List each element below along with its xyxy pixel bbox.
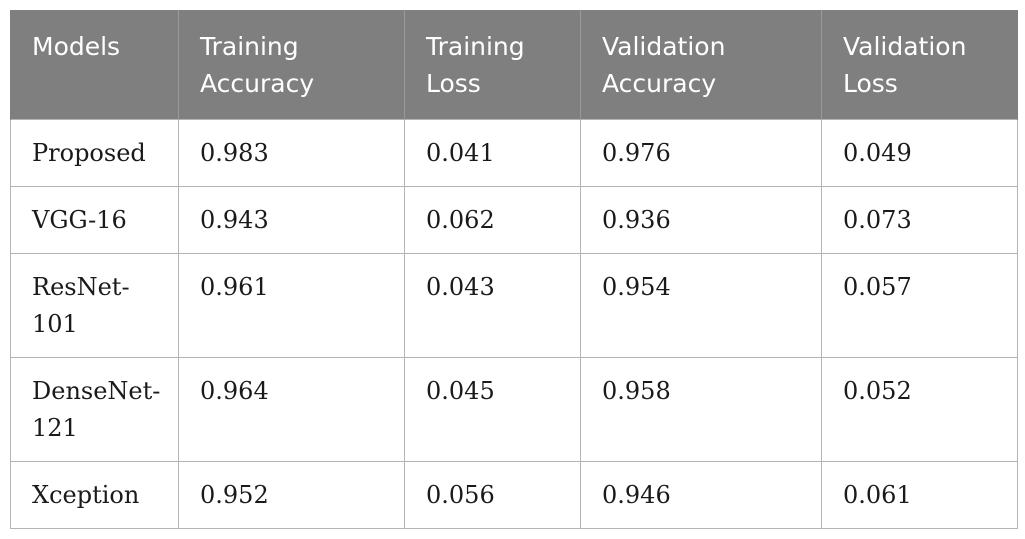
model-name-line1: DenseNet- (32, 377, 161, 405)
model-name-line1: ResNet- (32, 273, 130, 301)
cell-model: Xception (10, 461, 179, 529)
model-name: Xception (32, 481, 140, 509)
cell-validation-accuracy: 0.946 (580, 461, 822, 529)
table-header: Models Training Accuracy Training Loss V… (10, 10, 1018, 120)
cell-training-loss: 0.056 (404, 461, 581, 529)
table-row: ResNet- 101 0.961 0.043 0.954 0.057 (10, 253, 1018, 358)
cell-validation-loss: 0.073 (821, 186, 1018, 254)
header-training-accuracy: Training Accuracy (178, 10, 405, 120)
cell-model: VGG-16 (10, 186, 179, 254)
cell-validation-loss: 0.049 (821, 119, 1018, 187)
header-validation-accuracy: Validation Accuracy (580, 10, 822, 120)
header-training-loss-line1: Training (426, 32, 525, 61)
model-name-line2: 101 (32, 310, 78, 338)
cell-validation-accuracy: 0.958 (580, 357, 822, 462)
table-row: VGG-16 0.943 0.062 0.936 0.073 (10, 186, 1018, 254)
cell-validation-accuracy: 0.936 (580, 186, 822, 254)
cell-training-accuracy: 0.952 (178, 461, 405, 529)
cell-model: DenseNet- 121 (10, 357, 179, 462)
cell-validation-loss: 0.057 (821, 253, 1018, 358)
cell-model: ResNet- 101 (10, 253, 179, 358)
header-training-accuracy-line1: Training (200, 32, 299, 61)
results-table-container: Models Training Accuracy Training Loss V… (10, 10, 1018, 529)
table-body: Proposed 0.983 0.041 0.976 0.049 VGG-16 … (10, 119, 1018, 529)
cell-validation-loss: 0.061 (821, 461, 1018, 529)
model-name-line2: 121 (32, 414, 78, 442)
cell-validation-loss: 0.052 (821, 357, 1018, 462)
table-row: Proposed 0.983 0.041 0.976 0.049 (10, 119, 1018, 187)
cell-model: Proposed (10, 119, 179, 187)
cell-training-accuracy: 0.964 (178, 357, 405, 462)
cell-training-loss: 0.045 (404, 357, 581, 462)
cell-training-accuracy: 0.943 (178, 186, 405, 254)
table-row: DenseNet- 121 0.964 0.045 0.958 0.052 (10, 357, 1018, 462)
cell-training-loss: 0.041 (404, 119, 581, 187)
cell-training-accuracy: 0.961 (178, 253, 405, 358)
header-validation-accuracy-line2: Accuracy (602, 69, 717, 98)
header-models: Models (10, 10, 179, 120)
header-training-loss: Training Loss (404, 10, 581, 120)
model-comparison-table: Models Training Accuracy Training Loss V… (10, 10, 1018, 529)
header-row: Models Training Accuracy Training Loss V… (10, 10, 1018, 120)
header-training-loss-line2: Loss (426, 69, 481, 98)
header-training-accuracy-line2: Accuracy (200, 69, 315, 98)
header-validation-loss-line2: Loss (843, 69, 898, 98)
header-validation-loss: Validation Loss (821, 10, 1018, 120)
header-models-line1: Models (32, 32, 121, 61)
cell-training-accuracy: 0.983 (178, 119, 405, 187)
table-row: Xception 0.952 0.056 0.946 0.061 (10, 461, 1018, 529)
header-validation-loss-line1: Validation (843, 32, 967, 61)
cell-training-loss: 0.062 (404, 186, 581, 254)
model-name: Proposed (32, 139, 146, 167)
cell-validation-accuracy: 0.976 (580, 119, 822, 187)
model-name: VGG-16 (32, 206, 127, 234)
header-validation-accuracy-line1: Validation (602, 32, 726, 61)
cell-validation-accuracy: 0.954 (580, 253, 822, 358)
cell-training-loss: 0.043 (404, 253, 581, 358)
